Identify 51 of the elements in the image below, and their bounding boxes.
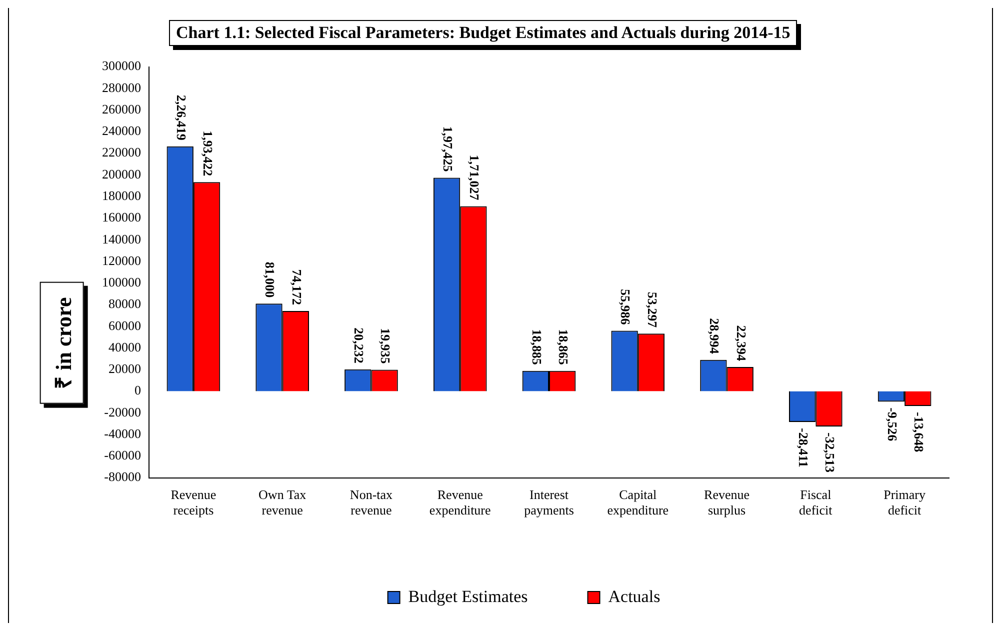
data-label: 55,986 <box>618 288 634 326</box>
legend-label: Actuals <box>608 586 660 606</box>
data-label: -32,513 <box>822 432 838 474</box>
y-tick-label: -80000 <box>104 469 141 484</box>
y-tick-label: 120000 <box>102 252 141 268</box>
data-label: 20,232 <box>352 328 367 364</box>
data-label: 22,394 <box>734 325 749 362</box>
y-tick-label: 200000 <box>102 166 141 182</box>
x-tick-label: Non-tax revenue <box>350 487 394 518</box>
y-axis-title: ₹ in crore <box>40 282 84 404</box>
y-tick-label: -60000 <box>104 448 141 463</box>
x-tick-label: Revenue expenditure <box>429 487 492 518</box>
y-tick-label: 240000 <box>102 123 141 138</box>
y-tick-label: 140000 <box>102 231 141 246</box>
y-tick-label: -20000 <box>104 404 141 420</box>
data-label: 2,26,419 <box>174 94 189 141</box>
y-tick-label: 20000 <box>108 361 141 376</box>
y-tick-label: -40000 <box>104 426 141 441</box>
data-label: 19,935 <box>378 328 394 364</box>
y-tick-label: 40000 <box>108 339 141 354</box>
data-label: -28,411 <box>796 428 811 468</box>
data-label: 28,994 <box>707 318 722 354</box>
data-label: 1,93,422 <box>200 130 216 176</box>
y-tick-label: 280000 <box>102 80 141 95</box>
x-tick-label: Fiscal deficit <box>799 487 833 518</box>
data-label: 53,297 <box>644 292 660 328</box>
data-label: -9,526 <box>884 408 900 442</box>
y-tick-label: 60000 <box>108 318 141 333</box>
y-tick-label: 160000 <box>102 210 141 225</box>
data-label: 1,71,027 <box>467 154 482 201</box>
x-tick-label: Interest payments <box>524 487 574 518</box>
data-label: 18,885 <box>529 329 544 366</box>
x-tick-label: Capital expenditure <box>607 487 669 518</box>
data-label: -13,648 <box>912 412 927 453</box>
data-label: 81,000 <box>262 262 278 298</box>
y-tick-label: 220000 <box>102 144 141 160</box>
data-label: 1,97,425 <box>440 126 456 172</box>
data-label: 18,865 <box>556 329 571 366</box>
y-tick-label: 100000 <box>102 274 141 290</box>
y-tick-label: 80000 <box>108 296 141 312</box>
legend-label: Budget Estimates <box>408 586 528 606</box>
x-tick-label: Primary deficit <box>884 487 926 518</box>
y-tick-label: 300000 <box>102 58 141 74</box>
x-tick-label: Revenue receipts <box>170 487 216 518</box>
x-tick-label: Revenue surplus <box>704 487 750 518</box>
chart-title: Chart 1.1: Selected Fiscal Parameters: Budget Estimates and Actuals during 2014-15 <box>169 20 798 46</box>
x-tick-label: Own Tax revenue <box>258 487 307 518</box>
data-label: 74,172 <box>289 269 304 306</box>
y-tick-label: 0 <box>134 382 141 398</box>
y-tick-label: 180000 <box>102 188 141 204</box>
y-tick-label: 260000 <box>102 101 141 116</box>
